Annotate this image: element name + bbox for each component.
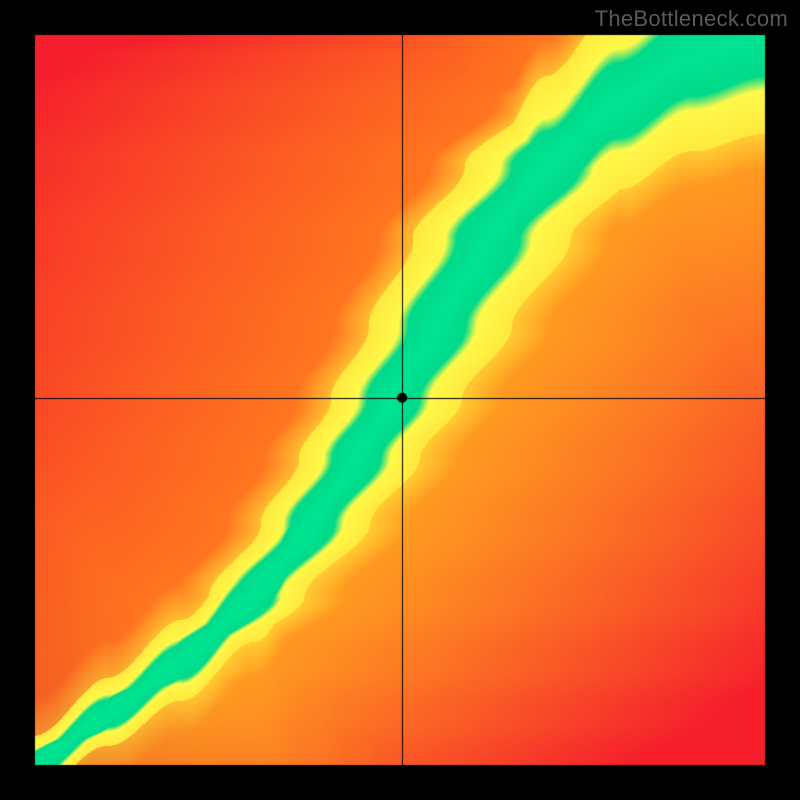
bottleneck-heatmap (0, 0, 800, 800)
chart-container: TheBottleneck.com (0, 0, 800, 800)
watermark-text: TheBottleneck.com (595, 6, 788, 32)
